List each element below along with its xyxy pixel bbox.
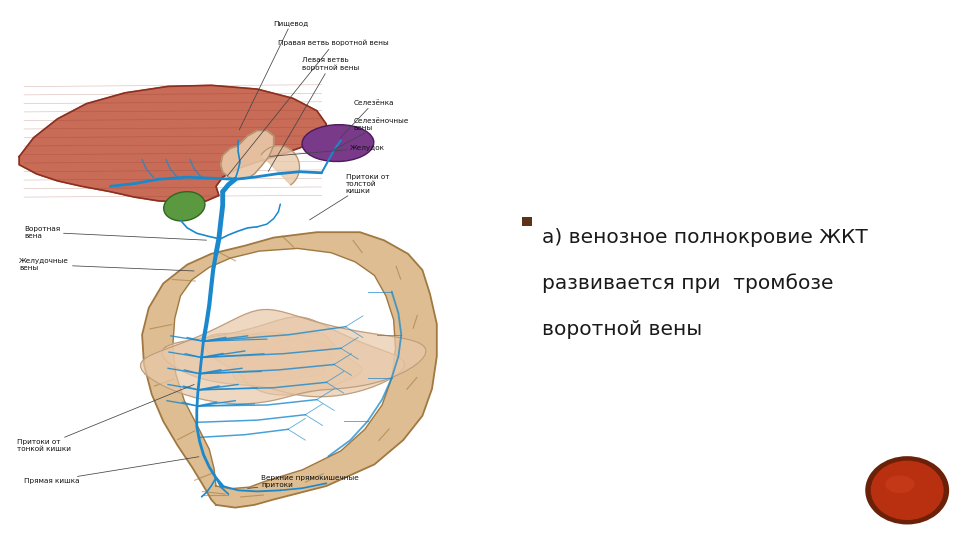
Text: развивается при  тромбозе: развивается при тромбозе xyxy=(542,274,834,293)
Text: Селезёночные
вены: Селезёночные вены xyxy=(334,118,409,150)
Text: Прямая кишка: Прямая кишка xyxy=(24,457,199,484)
Text: Притоки от
толстой
кишки: Притоки от толстой кишки xyxy=(309,173,389,220)
Text: Селезёнка: Селезёнка xyxy=(340,99,394,138)
Ellipse shape xyxy=(885,475,915,494)
Text: Верхние прямокишечные
притоки: Верхние прямокишечные притоки xyxy=(248,475,359,488)
PathPatch shape xyxy=(142,232,437,508)
Polygon shape xyxy=(233,332,333,383)
Polygon shape xyxy=(140,309,426,404)
Polygon shape xyxy=(19,85,326,202)
Text: Правая ветвь воротной вены: Правая ветвь воротной вены xyxy=(228,40,389,176)
Text: а) венозное полнокровие ЖКТ: а) венозное полнокровие ЖКТ xyxy=(542,228,868,247)
Text: Пищевод: Пищевод xyxy=(239,19,309,130)
Text: воротной вены: воротной вены xyxy=(542,320,703,339)
Polygon shape xyxy=(261,146,300,185)
Ellipse shape xyxy=(164,192,204,221)
Polygon shape xyxy=(232,340,334,376)
Polygon shape xyxy=(204,333,362,395)
Text: Воротная
вена: Воротная вена xyxy=(24,226,206,240)
Text: Притоки от
тонкой кишки: Притоки от тонкой кишки xyxy=(17,384,194,452)
Ellipse shape xyxy=(871,461,944,520)
Text: Желудочные
вены: Желудочные вены xyxy=(19,258,194,271)
Ellipse shape xyxy=(865,456,949,524)
Polygon shape xyxy=(249,350,318,372)
Text: Желудок: Желудок xyxy=(270,145,385,157)
Polygon shape xyxy=(162,317,404,397)
FancyBboxPatch shape xyxy=(522,217,532,226)
Polygon shape xyxy=(221,131,274,179)
Ellipse shape xyxy=(302,125,373,161)
Text: Левая ветвь
воротной вены: Левая ветвь воротной вены xyxy=(268,57,360,172)
